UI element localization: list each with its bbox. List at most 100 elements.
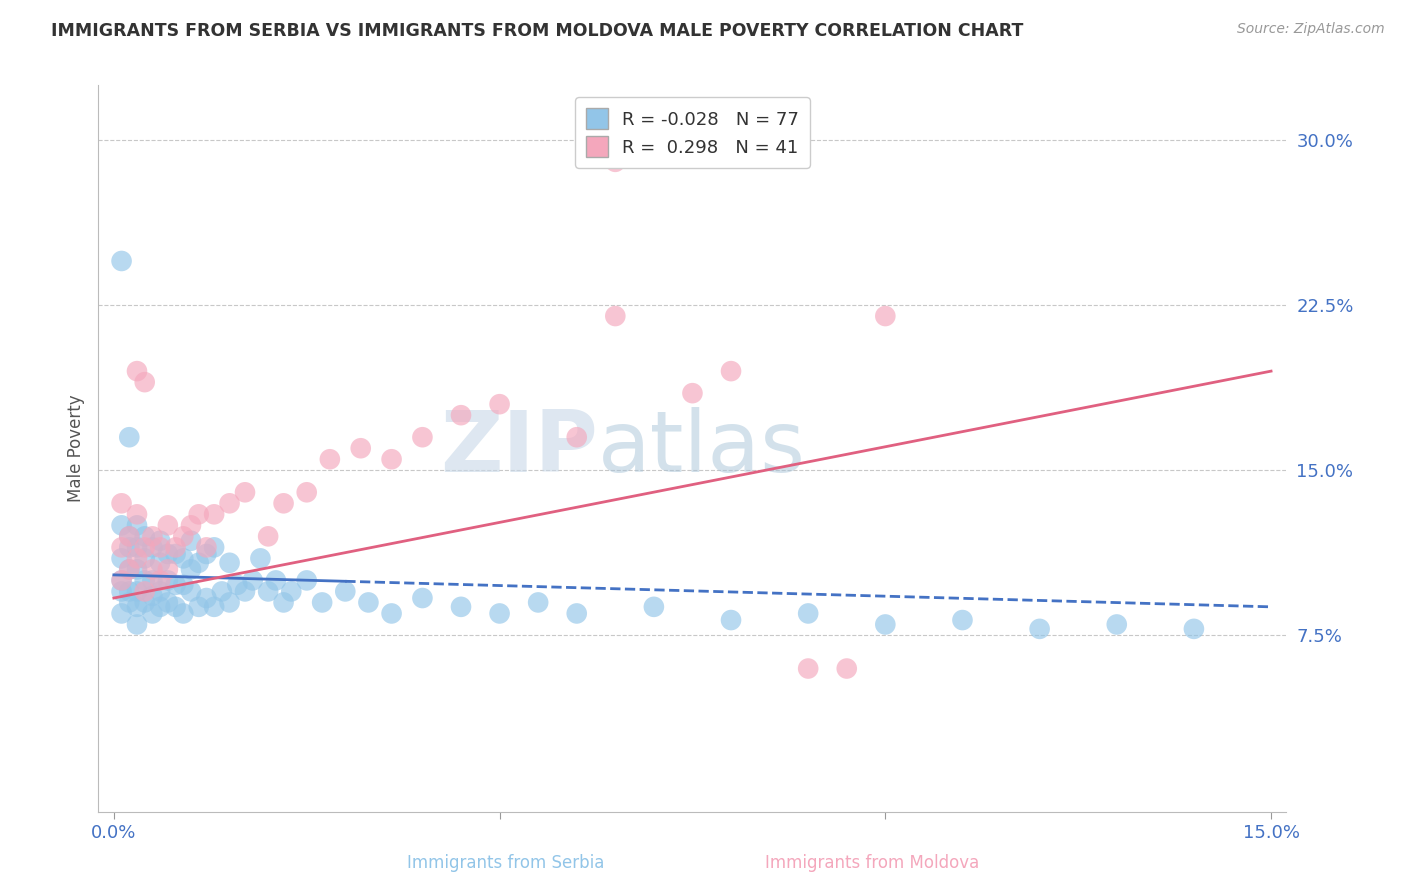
Point — [141, 589, 163, 603]
Point — [797, 661, 820, 675]
Point — [180, 533, 202, 548]
Point — [335, 584, 357, 599]
Point — [180, 518, 202, 533]
Point — [110, 574, 132, 588]
Point — [134, 584, 156, 599]
Point — [411, 430, 433, 444]
Point — [156, 518, 179, 533]
Point — [125, 518, 148, 533]
Point — [118, 430, 141, 444]
Point — [488, 607, 510, 621]
Point — [118, 584, 141, 599]
Point — [134, 551, 156, 566]
Point — [242, 574, 264, 588]
Point — [149, 533, 172, 548]
Point — [681, 386, 703, 401]
Point — [118, 529, 141, 543]
Point — [149, 556, 172, 570]
Point — [125, 584, 148, 599]
Point — [226, 578, 249, 592]
Point — [110, 574, 132, 588]
Point — [187, 599, 209, 614]
Point — [195, 541, 218, 555]
Point — [156, 574, 179, 588]
Point — [381, 452, 404, 467]
Point — [1182, 622, 1205, 636]
Point — [450, 599, 472, 614]
Point — [149, 574, 172, 588]
Point — [875, 309, 897, 323]
Point — [110, 518, 132, 533]
Point — [835, 661, 858, 675]
Y-axis label: Male Poverty: Male Poverty — [66, 394, 84, 502]
Point — [165, 547, 187, 561]
Point — [118, 562, 141, 576]
Point — [125, 364, 148, 378]
Point — [187, 508, 209, 522]
Point — [156, 595, 179, 609]
Point — [156, 562, 179, 576]
Point — [141, 529, 163, 543]
Point — [165, 541, 187, 555]
Point — [1028, 622, 1050, 636]
Point — [195, 591, 218, 605]
Point — [605, 309, 627, 323]
Point — [110, 541, 132, 555]
Point — [295, 485, 318, 500]
Point — [527, 595, 550, 609]
Point — [172, 551, 194, 566]
Point — [149, 599, 172, 614]
Point — [125, 599, 148, 614]
Point — [450, 408, 472, 422]
Point — [149, 541, 172, 555]
Point — [605, 154, 627, 169]
Point — [211, 584, 233, 599]
Point — [952, 613, 974, 627]
Point — [319, 452, 342, 467]
Text: ZIP: ZIP — [440, 407, 598, 490]
Point — [149, 584, 172, 599]
Point — [110, 496, 132, 510]
Point — [125, 551, 148, 566]
Point — [165, 578, 187, 592]
Point — [565, 430, 588, 444]
Legend: R = -0.028   N = 77, R =  0.298   N = 41: R = -0.028 N = 77, R = 0.298 N = 41 — [575, 97, 810, 168]
Point — [218, 595, 240, 609]
Point — [141, 574, 163, 588]
Point — [350, 442, 373, 455]
Point — [720, 364, 742, 378]
Point — [172, 529, 194, 543]
Point — [110, 584, 132, 599]
Point — [295, 574, 318, 588]
Point — [118, 541, 141, 555]
Point — [202, 508, 225, 522]
Point — [488, 397, 510, 411]
Point — [141, 541, 163, 555]
Point — [134, 541, 156, 555]
Point — [257, 529, 280, 543]
Point — [118, 529, 141, 543]
Point — [381, 607, 404, 621]
Point — [411, 591, 433, 605]
Point — [233, 584, 256, 599]
Point — [180, 562, 202, 576]
Point — [156, 547, 179, 561]
Text: Immigrants from Moldova: Immigrants from Moldova — [765, 855, 979, 872]
Point — [565, 607, 588, 621]
Point — [218, 556, 240, 570]
Point — [134, 595, 156, 609]
Point — [172, 578, 194, 592]
Point — [875, 617, 897, 632]
Point — [118, 562, 141, 576]
Point — [264, 574, 287, 588]
Point — [273, 595, 295, 609]
Point — [187, 556, 209, 570]
Point — [218, 496, 240, 510]
Point — [720, 613, 742, 627]
Point — [110, 607, 132, 621]
Point — [118, 595, 141, 609]
Point — [643, 599, 665, 614]
Point — [180, 584, 202, 599]
Point — [134, 375, 156, 389]
Point — [357, 595, 380, 609]
